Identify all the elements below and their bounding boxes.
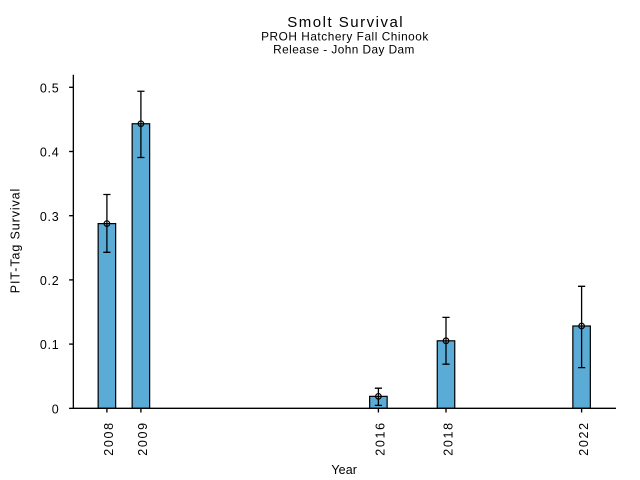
svg-text:2016: 2016 <box>374 421 388 456</box>
svg-text:Release - John Day Dam: Release - John Day Dam <box>273 43 415 57</box>
svg-text:2022: 2022 <box>577 421 591 456</box>
svg-text:2018: 2018 <box>441 421 455 456</box>
svg-text:Smolt Survival: Smolt Survival <box>287 14 404 31</box>
svg-text:0.5: 0.5 <box>40 81 59 95</box>
svg-text:Year: Year <box>331 463 357 477</box>
svg-text:0: 0 <box>52 402 60 416</box>
svg-text:0.1: 0.1 <box>40 338 59 352</box>
svg-text:PIT-Tag Survival: PIT-Tag Survival <box>9 188 23 293</box>
svg-text:0.3: 0.3 <box>40 210 59 224</box>
svg-text:0.4: 0.4 <box>40 146 59 160</box>
svg-text:2009: 2009 <box>136 421 150 456</box>
svg-text:0.2: 0.2 <box>40 274 59 288</box>
svg-text:2008: 2008 <box>102 421 116 456</box>
svg-text:PROH Hatchery Fall Chinook: PROH Hatchery Fall Chinook <box>261 29 429 43</box>
